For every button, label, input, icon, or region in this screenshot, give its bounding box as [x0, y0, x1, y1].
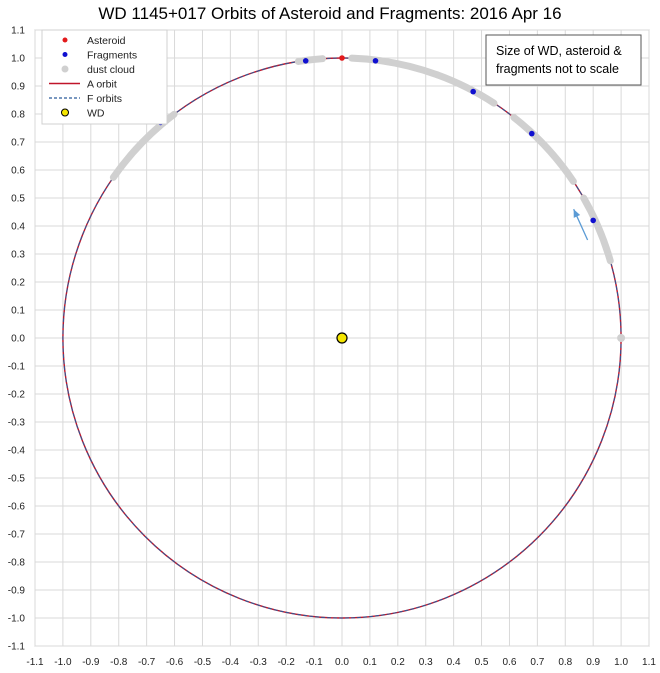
y-tick-label: 1.1 [11, 26, 25, 37]
marks [157, 55, 626, 344]
y-tick-label: -0.4 [8, 446, 26, 457]
fragment-point [590, 217, 596, 224]
legend-label: Asteroid [87, 35, 126, 47]
legend-label: WD [87, 108, 105, 120]
x-tick-label: 0.0 [335, 657, 349, 668]
legend-label: Fragments [87, 50, 137, 62]
asteroid-point [339, 55, 345, 61]
x-tick-label: 0.9 [586, 657, 600, 668]
x-tick-label: 0.8 [558, 657, 572, 668]
dust-cloud-arc [294, 55, 327, 65]
note-line: Size of WD, asteroid & [496, 44, 622, 58]
x-tick-label: -0.9 [82, 657, 100, 668]
y-tick-label: -1.1 [8, 642, 26, 653]
y-tick-label: -0.9 [8, 586, 26, 597]
dust-cloud-arc [510, 113, 577, 185]
legend-label: A orbit [87, 79, 117, 91]
x-tick-label: 0.7 [530, 657, 544, 668]
y-tick-label: 1.0 [11, 54, 25, 65]
x-tick-label: 0.3 [419, 657, 433, 668]
grid [34, 29, 650, 647]
dust-cloud-arc [109, 110, 178, 181]
x-tick-label: -1.1 [26, 657, 44, 668]
legend-marker [62, 37, 68, 43]
dust-cloud-arc [348, 54, 441, 79]
y-tick-label: -0.2 [8, 390, 26, 401]
x-tick-label: -0.2 [278, 657, 296, 668]
legend-label: F orbits [87, 93, 122, 105]
legend: Asteroid Fragments dust cloud A orbit F orbi… [41, 29, 168, 125]
y-tick-label: 0.2 [11, 278, 25, 289]
motion-arrow-head [573, 209, 581, 218]
y-tick-label: 0.4 [11, 222, 25, 233]
fragment-point [372, 58, 379, 64]
x-tick-label: -0.3 [250, 657, 268, 668]
y-tick-labels: -1.1 -1.0 -0.9 -0.8 -0.7 -0.6 -0.5 -0.4 -0.3 -0.2… [8, 26, 26, 653]
dust-cloud-arc [433, 71, 498, 107]
y-tick-label: -0.3 [8, 418, 26, 429]
dust-cloud-arc [580, 194, 614, 265]
x-tick-label: -0.1 [305, 657, 323, 668]
x-tick-label: -1.0 [54, 657, 72, 668]
x-tick-labels: -1.1 -1.0 -0.9 -0.8 -0.7 -0.6 -0.5 -0.4 -0.3 -0.2… [26, 657, 656, 668]
x-tick-label: 1.0 [614, 657, 628, 668]
y-tick-label: -0.6 [8, 502, 26, 513]
legend-box [41, 29, 168, 125]
x-tick-label: -0.7 [138, 657, 156, 668]
white-dwarf [336, 332, 348, 344]
x-tick-label: 0.1 [363, 657, 377, 668]
y-tick-label: 0.1 [11, 306, 25, 317]
fragment-point [528, 130, 535, 137]
y-tick-label: -0.8 [8, 558, 26, 569]
x-tick-label: -0.5 [194, 657, 212, 668]
fragment-point [470, 88, 476, 95]
y-tick-label: 0.9 [11, 82, 25, 93]
x-tick-label: 0.5 [475, 657, 489, 668]
dust-cloud-point [617, 334, 626, 342]
note-line: fragments not to scale [496, 62, 619, 76]
fragment-point [302, 58, 309, 64]
y-tick-label: -0.1 [8, 362, 26, 373]
y-tick-label: -0.7 [8, 530, 26, 541]
y-tick-label: 0.8 [11, 110, 25, 121]
y-tick-label: -0.5 [8, 474, 26, 485]
scale-note: Size of WD, asteroid & fragments not to s… [485, 34, 642, 86]
note-box [485, 34, 642, 86]
x-tick-label: 0.6 [503, 657, 517, 668]
y-tick-label: 0.3 [11, 250, 25, 261]
x-tick-label: -0.4 [222, 657, 240, 668]
legend-marker [61, 108, 69, 117]
x-tick-label: 0.4 [447, 657, 461, 668]
x-tick-label: -0.8 [110, 657, 128, 668]
y-tick-label: -1.0 [8, 614, 26, 625]
chart-title: WD 1145+017 Orbits of Asteroid and Fragm… [98, 4, 561, 23]
x-tick-label: 0.2 [391, 657, 405, 668]
y-tick-label: 0.7 [11, 138, 25, 149]
legend-marker [61, 65, 69, 73]
legend-label: dust cloud [87, 64, 135, 76]
legend-marker [62, 52, 68, 57]
y-tick-label: 0.5 [11, 194, 25, 205]
x-tick-label: 1.1 [642, 657, 656, 668]
y-tick-label: 0.6 [11, 166, 25, 177]
x-tick-label: -0.6 [166, 657, 184, 668]
y-tick-label: 0.0 [11, 334, 25, 345]
